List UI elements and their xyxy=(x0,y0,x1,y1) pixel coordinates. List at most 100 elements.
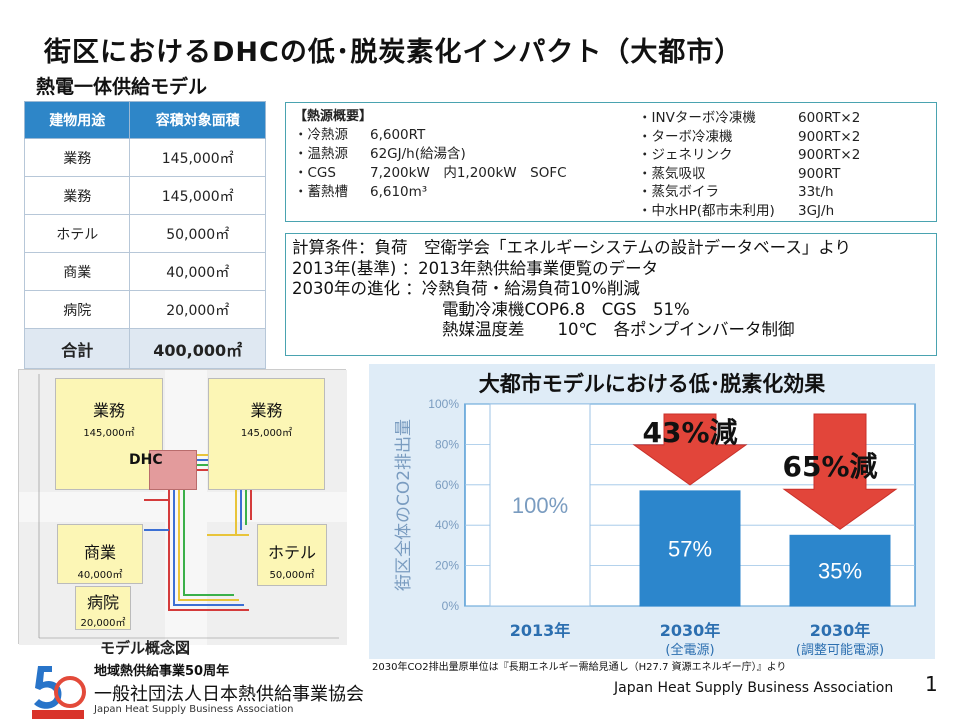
heat-key: ・温熱源 xyxy=(294,146,348,162)
heat-source-header: 【熱源概要】 xyxy=(294,109,373,124)
block-label: 病院 xyxy=(86,593,119,612)
dhc-label: DHC xyxy=(129,452,163,468)
table-row: ホテル 50,000㎡ xyxy=(23,214,266,253)
reduction-annotation: 65%減 xyxy=(782,450,877,483)
heat-val: 600RT×2 xyxy=(798,110,861,126)
block-office-2: 業務 145,000㎡ xyxy=(208,378,325,490)
block-commercial: 商業 40,000㎡ xyxy=(57,524,143,584)
table-row: 商業 40,000㎡ xyxy=(23,252,266,291)
condition-line: 熱媒温度差 10℃ 各ポンプインバータ制御 xyxy=(442,320,795,339)
map-caption: モデル概念図 xyxy=(100,639,191,657)
heat-source-item: ・INVターボ冷凍機 600RT×2 xyxy=(638,109,860,128)
heat-source-item: ・蓄熱槽 6,610m³ xyxy=(294,183,567,202)
block-area: 145,000㎡ xyxy=(83,428,135,439)
heat-source-item: ・冷熱源 6,600RT xyxy=(294,126,567,145)
y-tick-label: 0% xyxy=(442,599,460,613)
heat-val: 62GJ/h(給湯含) xyxy=(370,146,466,162)
block-label: 業務 xyxy=(92,401,125,420)
heat-key: ・中水HP(都市未利用) xyxy=(638,202,775,219)
heat-key: ・ジェネリンク xyxy=(638,147,733,163)
y-tick-label: 80% xyxy=(435,437,459,451)
page-title: 街区におけるDHCの低･脱炭素化インパクト（大都市） xyxy=(44,37,743,68)
heat-val: 900RT×2 xyxy=(798,128,861,145)
block-area: 20,000㎡ xyxy=(80,618,126,629)
x-category-label: 2030年 xyxy=(660,621,721,640)
block-area: 40,000㎡ xyxy=(77,570,123,581)
heat-key: ・蓄熱槽 xyxy=(294,184,348,200)
footer-org: Japan Heat Supply Business Association xyxy=(614,680,894,696)
bar-value-label: 100% xyxy=(512,493,568,518)
heat-key: ・冷熱源 xyxy=(294,127,348,143)
logo-org-name: 一般社団法人日本熱供給事業協会 xyxy=(94,684,364,705)
block-area: 145,000㎡ xyxy=(240,428,293,439)
heat-key: ・蒸気ボイラ xyxy=(638,184,719,200)
cell-area: 50,000㎡ xyxy=(129,214,266,253)
chart-svg: 0% 20% 40% 60% 80% 100% 街区全体のCO2排出量 100% 2013年 57… xyxy=(394,397,916,658)
reduction-arrow-icon xyxy=(632,413,748,486)
calculation-conditions-box: 計算条件：負荷 空衛学会「エネルギーシステムの設計データベース」より 2013年… xyxy=(285,233,937,356)
total-value: 400,000㎡ xyxy=(129,328,266,369)
heat-val: 6,610m³ xyxy=(370,184,428,200)
table-row: 業務 145,000㎡ xyxy=(23,176,266,215)
condition-line: 計算条件：負荷 空衛学会「エネルギーシステムの設計データベース」より xyxy=(292,238,852,257)
cell-use: 商業 xyxy=(23,252,131,291)
bar xyxy=(789,534,891,607)
block-office-1: 業務 145,000㎡ xyxy=(55,378,163,490)
heat-key: ・ターボ冷凍機 xyxy=(638,128,733,145)
y-tick-label: 20% xyxy=(435,559,459,573)
page-number: 1 xyxy=(925,672,938,696)
x-category-label: 2030年 xyxy=(810,621,871,640)
table-header-use: 建物用途 xyxy=(23,101,131,139)
model-map: 業務 145,000㎡ 業務 145,000㎡ 商業 40,000㎡ ホテル 5… xyxy=(18,369,347,645)
x-category-sub-label: (調整可能電源) xyxy=(796,643,884,658)
co2-reduction-chart: 大都市モデルにおける低･脱素化効果 0% 20% 40% 60% 80% 100% 街区全体… xyxy=(369,364,935,659)
heat-source-left: 【熱源概要】 ・冷熱源 6,600RT ・温熱源 62GJ/h(給湯含) ・CGS 7… xyxy=(294,107,567,202)
logo-org-english: Japan Heat Supply Business Association xyxy=(94,704,294,715)
bar xyxy=(639,490,741,607)
heat-source-item: ・中水HP(都市未利用) 3GJ/h xyxy=(638,202,860,221)
block-hotel: ホテル 50,000㎡ xyxy=(257,524,327,586)
heat-val: 6,600RT xyxy=(370,127,426,143)
bar-value-label: 35% xyxy=(818,559,862,584)
heat-source-item: ・温熱源 62GJ/h(給湯含) xyxy=(294,145,567,164)
heat-source-right: ・INVターボ冷凍機 600RT×2 ・ターボ冷凍機 900RT×2 ・ジェネリンク… xyxy=(638,109,860,220)
cell-area: 20,000㎡ xyxy=(129,290,266,329)
heat-source-item: ・ジェネリンク 900RT×2 xyxy=(638,146,860,165)
cell-use: 業務 xyxy=(23,138,131,177)
condition-line: 2013年(基準) ：2013年熱供給事業便覧のデータ xyxy=(292,258,659,278)
total-label: 合計 xyxy=(23,328,131,369)
logo-50th-mark-icon xyxy=(32,666,86,719)
cell-use: ホテル xyxy=(23,214,131,253)
cell-area: 40,000㎡ xyxy=(129,252,266,291)
bar-value-label: 57% xyxy=(668,536,712,561)
condition-line: 2030年の進化 ：冷熱負荷・給湯負荷10%削減 xyxy=(292,279,640,298)
heat-key: ・CGS xyxy=(294,165,336,181)
heat-val: 7,200kW 内1,200kW SOFC xyxy=(370,165,567,181)
y-tick-label: 60% xyxy=(435,478,459,492)
cell-use: 病院 xyxy=(23,290,131,329)
page-subtitle: 熱電一体供給モデル xyxy=(36,76,208,98)
heat-source-item: ・蒸気ボイラ 33t/h xyxy=(638,183,860,202)
x-category-sub-label: (全電源) xyxy=(665,642,714,658)
cell-area: 145,000㎡ xyxy=(129,176,266,215)
condition-line: 電動冷凍機COP6.8 CGS 51% xyxy=(442,299,690,319)
block-area: 50,000㎡ xyxy=(269,570,315,581)
cell-use: 業務 xyxy=(23,176,131,215)
bar xyxy=(489,403,591,607)
reduction-arrow-icon xyxy=(782,413,898,530)
table-header-area: 容積対象面積 xyxy=(129,101,266,139)
table-total-row: 合計 400,000㎡ xyxy=(23,328,266,369)
heat-source-item: ・CGS 7,200kW 内1,200kW SOFC xyxy=(294,164,567,183)
table-row: 業務 145,000㎡ xyxy=(23,138,266,177)
heat-val: 33t/h xyxy=(798,184,834,200)
block-label: 商業 xyxy=(83,543,116,562)
heat-source-item: ・蒸気吸収 900RT xyxy=(638,165,860,184)
association-logo: 地域熱供給事業50周年 一般社団法人日本熱供給事業協会 Japan Heat S… xyxy=(28,658,364,720)
heat-key: ・INVターボ冷凍機 xyxy=(638,110,756,126)
building-table: 建物用途 容積対象面積 業務 145,000㎡ 業務 145,000㎡ ホテル 50,… xyxy=(23,101,266,369)
heat-key: ・蒸気吸収 xyxy=(638,165,706,182)
chart-source-note: 2030年CO2排出量原単位は『長期エネルギー需給見通し（H27.7 資源エネル… xyxy=(372,662,787,673)
y-tick-label: 40% xyxy=(435,518,459,532)
block-label: ホテル xyxy=(267,543,316,562)
x-category-label: 2013年 xyxy=(510,621,571,640)
